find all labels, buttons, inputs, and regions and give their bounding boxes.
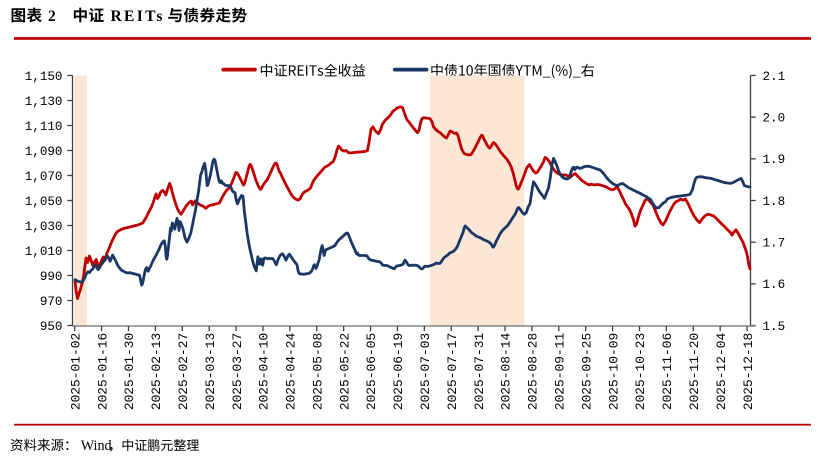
- svg-text:2025-10-09: 2025-10-09: [606, 333, 621, 410]
- svg-text:2025-03-13: 2025-03-13: [203, 333, 218, 410]
- svg-text:2025-07-17: 2025-07-17: [445, 333, 460, 410]
- svg-text:2025-01-16: 2025-01-16: [95, 333, 110, 410]
- svg-text:1.8: 1.8: [763, 195, 786, 209]
- svg-text:2025-07-03: 2025-07-03: [418, 333, 433, 410]
- svg-text:1,150: 1,150: [25, 70, 63, 84]
- svg-text:2025-07-31: 2025-07-31: [472, 333, 487, 411]
- svg-text:1,050: 1,050: [25, 195, 63, 209]
- svg-text:1,030: 1,030: [25, 220, 63, 234]
- svg-text:2.0: 2.0: [763, 112, 786, 126]
- svg-text:1,090: 1,090: [25, 145, 63, 159]
- svg-text:1,130: 1,130: [25, 95, 63, 109]
- svg-text:2025-12-04: 2025-12-04: [714, 333, 729, 411]
- svg-text:2025-08-14: 2025-08-14: [499, 333, 514, 411]
- svg-text:1,010: 1,010: [25, 245, 63, 259]
- svg-text:1,070: 1,070: [25, 170, 63, 184]
- svg-text:2025-06-19: 2025-06-19: [391, 333, 406, 410]
- svg-text:970: 970: [40, 295, 63, 309]
- svg-text:1.6: 1.6: [763, 278, 786, 292]
- svg-text:2.1: 2.1: [763, 70, 786, 84]
- svg-text:1.9: 1.9: [763, 153, 786, 167]
- svg-text:2025-10-23: 2025-10-23: [633, 333, 648, 410]
- svg-text:REITs: REITs: [111, 8, 165, 25]
- svg-text:990: 990: [40, 270, 63, 284]
- svg-text:2025-02-13: 2025-02-13: [149, 333, 164, 410]
- svg-text:1.7: 1.7: [763, 237, 786, 251]
- svg-text:2025-01-30: 2025-01-30: [122, 333, 137, 410]
- svg-text:2025-02-27: 2025-02-27: [176, 333, 191, 410]
- svg-text:2025-12-18: 2025-12-18: [741, 333, 756, 410]
- svg-text:1.5: 1.5: [763, 320, 786, 334]
- svg-text:2025-11-06: 2025-11-06: [660, 333, 675, 410]
- svg-text:2025-05-22: 2025-05-22: [337, 333, 352, 410]
- svg-text:2: 2: [48, 8, 56, 25]
- svg-text:2025-01-02: 2025-01-02: [68, 333, 83, 410]
- svg-text:2025-08-28: 2025-08-28: [526, 333, 541, 410]
- svg-text:2025-06-05: 2025-06-05: [364, 333, 379, 410]
- svg-text:2025-09-25: 2025-09-25: [579, 333, 594, 410]
- svg-text:2025-04-24: 2025-04-24: [284, 333, 299, 411]
- svg-text:Wind: Wind: [81, 438, 112, 454]
- svg-text:2025-03-27: 2025-03-27: [230, 333, 245, 410]
- svg-text:2025-05-08: 2025-05-08: [310, 333, 325, 410]
- svg-text:2025-04-10: 2025-04-10: [257, 333, 272, 410]
- svg-text:2025-11-20: 2025-11-20: [687, 333, 702, 410]
- svg-text:950: 950: [40, 320, 63, 334]
- svg-text:2025-09-11: 2025-09-11: [553, 333, 568, 411]
- svg-text:1,110: 1,110: [25, 120, 63, 134]
